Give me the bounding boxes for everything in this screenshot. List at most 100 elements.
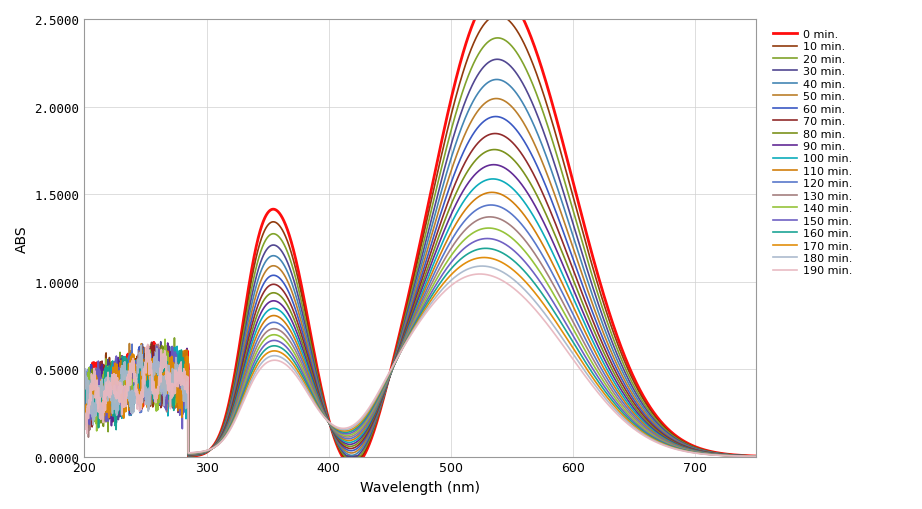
Y-axis label: ABS: ABS [15,224,29,252]
150 min. [697,450,708,457]
0 min. [697,446,708,453]
80 min. [361,429,372,435]
Line: 70 min.: 70 min. [85,134,756,456]
140 min. [697,450,708,456]
40 min. [751,453,762,459]
150 min. [398,343,409,349]
Line: 100 min.: 100 min. [85,180,756,457]
90 min. [730,453,741,459]
30 min. [697,447,708,454]
50 min. [567,243,578,249]
90 min. [567,285,578,291]
170 min. [361,412,372,418]
80 min. [489,147,500,153]
190 min. [730,453,741,459]
30 min. [730,453,741,459]
130 min. [567,318,578,324]
10 min. [567,193,578,199]
190 min. [361,409,372,415]
60 min. [751,453,762,459]
90 min. [751,454,762,460]
140 min. [398,342,409,348]
70 min. [361,431,372,437]
30 min. [491,57,502,63]
100 min. [488,177,499,183]
100 min. [751,454,762,460]
180 min. [477,264,488,270]
150 min. [567,332,578,338]
20 min. [367,430,378,436]
160 min. [398,343,409,349]
120 min. [567,310,578,317]
50 min. [697,448,708,454]
120 min. [79,375,90,381]
30 min. [751,453,762,459]
60 min. [361,434,372,440]
130 min. [697,450,708,456]
80 min. [730,453,741,459]
70 min. [79,386,90,392]
150 min. [751,454,762,460]
180 min. [697,451,708,457]
70 min. [697,448,708,455]
100 min. [398,338,409,344]
170 min. [751,454,762,460]
0 min. [367,434,378,440]
Line: 90 min.: 90 min. [85,165,756,457]
20 min. [361,442,372,448]
120 min. [730,453,741,459]
70 min. [567,265,578,271]
20 min. [567,207,578,213]
40 min. [366,427,377,433]
60 min. [697,448,708,455]
140 min. [751,454,762,460]
70 min. [398,333,409,340]
30 min. [79,408,90,414]
80 min. [567,275,578,281]
10 min. [398,317,409,323]
10 min. [79,368,90,374]
20 min. [492,36,503,42]
Line: 180 min.: 180 min. [85,267,756,457]
Line: 50 min.: 50 min. [85,99,756,456]
0 min. [730,452,741,458]
150 min. [730,453,741,459]
170 min. [398,344,409,350]
Line: 120 min.: 120 min. [85,206,756,457]
110 min. [361,423,372,429]
50 min. [751,453,762,459]
190 min. [475,271,486,277]
100 min. [567,294,578,300]
160 min. [751,454,762,460]
80 min. [697,449,708,455]
30 min. [567,220,578,226]
Line: 40 min.: 40 min. [85,80,756,456]
120 min. [486,203,497,209]
50 min. [730,453,741,459]
150 min. [361,415,372,421]
40 min. [491,77,502,83]
110 min. [366,413,377,419]
40 min. [697,448,708,454]
190 min. [697,451,708,457]
60 min. [366,422,377,429]
40 min. [730,453,741,459]
160 min. [366,405,377,411]
70 min. [751,453,762,459]
180 min. [567,350,578,356]
170 min. [366,404,377,410]
130 min. [79,404,90,410]
110 min. [730,453,741,459]
X-axis label: Wavelength (nm): Wavelength (nm) [361,480,480,494]
10 min. [367,432,378,438]
60 min. [398,331,409,337]
120 min. [366,412,377,418]
180 min. [366,402,377,408]
120 min. [697,450,708,456]
80 min. [366,419,377,425]
100 min. [730,453,741,459]
30 min. [367,428,378,434]
160 min. [361,414,372,420]
170 min. [79,421,90,427]
60 min. [567,254,578,261]
